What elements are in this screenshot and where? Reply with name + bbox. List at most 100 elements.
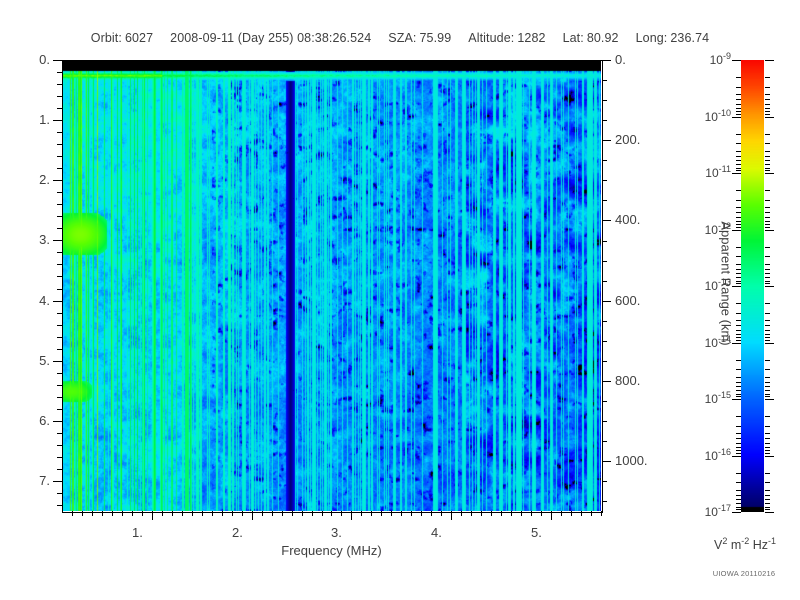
altitude-value: 1282 [517, 31, 546, 45]
colorbar-tick [736, 151, 741, 152]
y-right-tick-label-5: 1000. [615, 453, 648, 468]
y-axis-tick [602, 220, 611, 221]
altitude-field: Altitude: 1282 [468, 31, 562, 45]
colorbar-tick [765, 507, 770, 508]
colorbar-tick [736, 438, 741, 439]
colorbar-tick [736, 94, 741, 95]
colorbar-tick [736, 134, 741, 135]
y-axis-tick [602, 401, 607, 402]
y-axis-tick [602, 180, 607, 181]
colorbar-tick [765, 377, 770, 378]
colorbar-tick [765, 399, 774, 400]
x-axis-tick [72, 511, 73, 516]
colorbar-tick [765, 212, 770, 213]
colorbar-tick-label--10: 10-10 [681, 108, 731, 124]
x-axis-tick [282, 511, 283, 516]
colorbar-tick-label--9: 10-9 [681, 51, 731, 67]
long-label: Long: [635, 31, 668, 45]
colorbar-tick [765, 143, 770, 144]
colorbar-tick [765, 151, 770, 152]
colorbar-tick [732, 343, 741, 344]
colorbar-tick [736, 269, 741, 270]
y-axis-tick [57, 397, 62, 398]
colorbar-tick [736, 337, 741, 338]
sza-value: 75.99 [419, 31, 452, 45]
colorbar-tick-exponent: -12 [717, 221, 731, 231]
colorbar-tick [736, 217, 741, 218]
units-exp-1: 2 [722, 536, 728, 546]
y-axis-tick [57, 373, 62, 374]
orbit-value: 6027 [124, 31, 154, 45]
colorbar-tick [732, 286, 741, 287]
y-axis-tick [57, 144, 62, 145]
units-exp-2: -2 [741, 536, 750, 546]
colorbar-tick [765, 224, 770, 225]
colorbar-tick-base: 10 [704, 449, 718, 463]
colorbar-tick [736, 473, 741, 474]
y-axis-tick [57, 385, 62, 386]
x-axis-tick [341, 511, 342, 516]
y-left-tick-label-1: 1. [39, 112, 50, 127]
y-axis-tick [57, 156, 62, 157]
colorbar-tick [736, 447, 741, 448]
colorbar-tick [765, 170, 770, 171]
colorbar-tick [765, 283, 770, 284]
colorbar-tick [736, 313, 741, 314]
x-axis-tick [491, 511, 492, 516]
colorbar-tick-base: 10 [704, 505, 718, 519]
colorbar-tick [736, 160, 741, 161]
x-axis-tick [391, 511, 392, 516]
y-axis-tick [602, 261, 607, 262]
colorbar-tick [765, 450, 770, 451]
colorbar-tick [736, 433, 741, 434]
lat-label: Lat: [562, 31, 584, 45]
y-right-tick-label-2: 400. [615, 212, 641, 227]
colorbar-tick [765, 111, 770, 112]
colorbar-tick [765, 256, 770, 257]
colorbar-tick [736, 426, 741, 427]
x-axis-tick [162, 511, 163, 516]
colorbar-tick [736, 111, 741, 112]
x-axis-tick [361, 511, 362, 516]
y-axis-tick [57, 445, 62, 446]
colorbar-tick-base: 10 [704, 110, 718, 124]
colorbar-tick [736, 386, 741, 387]
colorbar-tick [736, 320, 741, 321]
long-value: 236.74 [670, 31, 710, 45]
colorbar-tick [765, 382, 770, 383]
colorbar-tick [765, 230, 774, 231]
units-v: V [713, 538, 723, 553]
colorbar-tick [765, 277, 770, 278]
y-left-tick-label-4: 4. [39, 293, 50, 308]
x-axis-tick [222, 511, 223, 516]
colorbar-tick [736, 453, 741, 454]
y-axis-tick [57, 337, 62, 338]
y-axis-tick [57, 264, 62, 265]
colorbar-tick [732, 456, 741, 457]
y-left-tick-label-5: 5. [39, 353, 50, 368]
y-axis-tick [57, 192, 62, 193]
colorbar-tick [765, 443, 770, 444]
datetime-field: 2008-09-11 (Day 255) 08:38:26.524 [170, 31, 388, 45]
y-left-tick-label-7: 7. [39, 473, 50, 488]
colorbar-tick [736, 394, 741, 395]
x-axis-tick [312, 511, 313, 516]
colorbar-tick [732, 512, 741, 513]
y-axis-tick [602, 160, 607, 161]
x-axis-tick [252, 511, 253, 520]
colorbar-tick [765, 340, 770, 341]
colorbar-tick [736, 377, 741, 378]
colorbar-tick [736, 416, 741, 417]
x-axis-tick [242, 511, 243, 516]
colorbar-tick [765, 509, 770, 510]
y-axis-tick [57, 72, 62, 73]
y-axis-tick [57, 276, 62, 277]
colorbar-tick-label--13: 10-13 [681, 277, 731, 293]
x-tick-label-2: 2. [232, 525, 243, 540]
x-axis-tick [302, 511, 303, 516]
y-axis-tick [602, 120, 607, 121]
colorbar-tick [736, 334, 741, 335]
colorbar-tick [736, 247, 741, 248]
colorbar-tick-exponent: -10 [717, 108, 731, 118]
colorbar-tick [736, 495, 741, 496]
